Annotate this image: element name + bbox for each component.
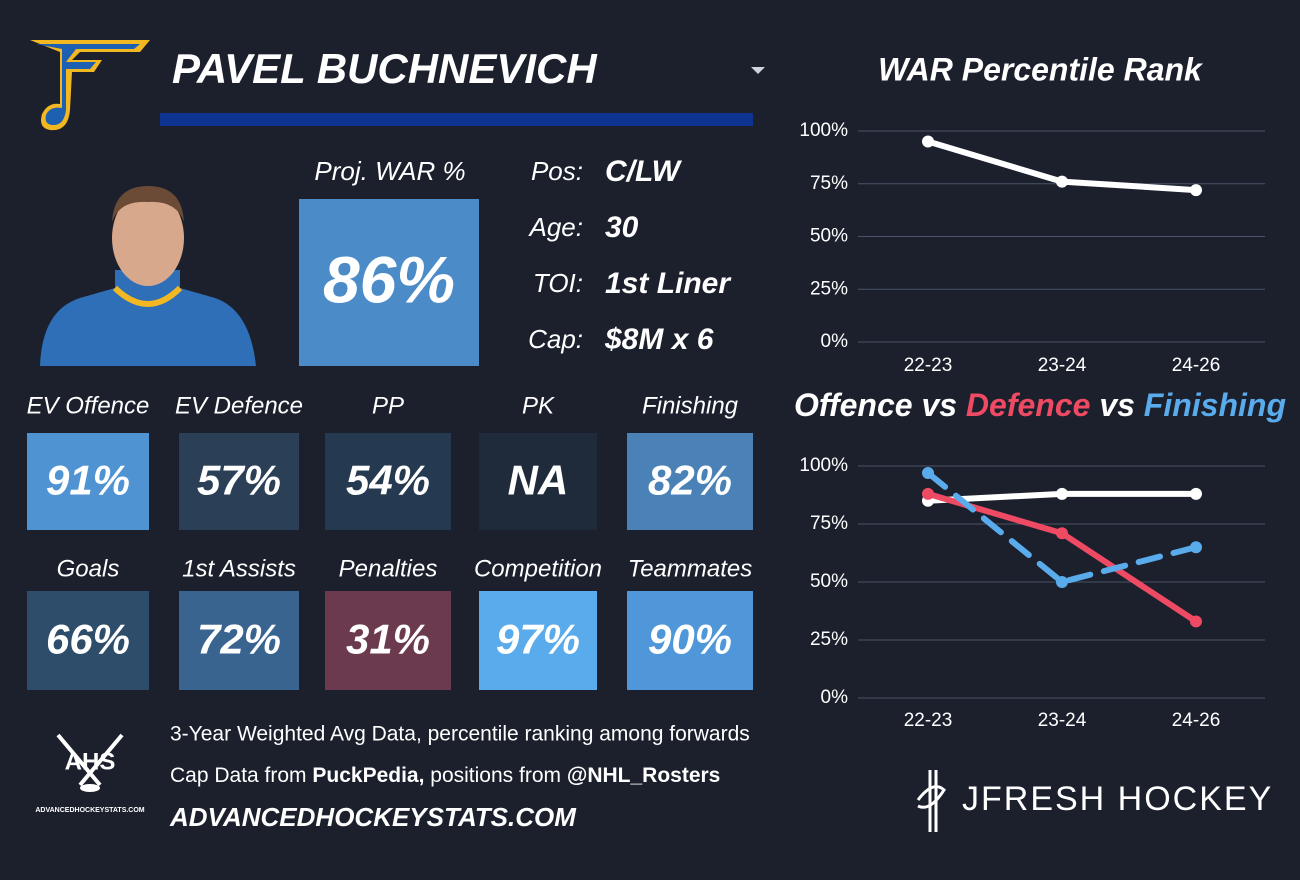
info-label: TOI: xyxy=(533,268,583,298)
data-point xyxy=(922,135,934,148)
tile-label: PK xyxy=(522,392,555,419)
tile-label: 1st Assists xyxy=(182,555,296,582)
footer-site: ADVANCEDHOCKEYSTATS.COM xyxy=(169,802,577,832)
tile-label: Penalties xyxy=(339,555,438,582)
y-tick-label: 75% xyxy=(810,173,848,194)
info-label: Cap: xyxy=(528,324,583,354)
tile-label: Competition xyxy=(474,555,602,582)
data-point xyxy=(1190,615,1202,628)
x-tick-label: 24-26 xyxy=(1172,710,1221,731)
title-space xyxy=(957,387,966,423)
footer-credits: Cap Data from PuckPedia, positions from … xyxy=(170,764,720,787)
tile-box xyxy=(27,591,149,690)
player-name: PAVEL BUCHNEVICH xyxy=(172,45,598,92)
data-point xyxy=(1190,541,1202,554)
tile-value: 57% xyxy=(197,457,281,504)
info-value: C/LW xyxy=(605,155,683,188)
ahs-logo-text: AHS xyxy=(65,748,116,775)
x-tick-label: 22-23 xyxy=(904,355,953,376)
proj-war-value: 86% xyxy=(323,242,455,316)
info-value: $8M x 6 xyxy=(604,323,714,356)
ahs-logo-url: ADVANCEDHOCKEYSTATS.COM xyxy=(35,807,144,814)
x-tick-label: 23-24 xyxy=(1038,710,1087,731)
y-tick-label: 0% xyxy=(821,331,849,352)
tile-box xyxy=(627,433,753,530)
tile-label: Goals xyxy=(57,555,120,582)
x-tick-label: 23-24 xyxy=(1038,355,1087,376)
info-value: 1st Liner xyxy=(605,267,732,300)
data-point xyxy=(1190,184,1202,197)
tile-value: 72% xyxy=(197,616,281,663)
proj-war-box xyxy=(299,199,479,366)
ahs-logo xyxy=(56,733,124,792)
series-line xyxy=(925,469,1199,586)
tile-box xyxy=(325,433,451,530)
data-point xyxy=(922,487,934,500)
footer-note: 3-Year Weighted Avg Data, percentile ran… xyxy=(170,723,750,746)
legend-entry: Defence xyxy=(966,387,1099,423)
legend-entry: Offence xyxy=(794,387,921,423)
legend-entry: Finishing xyxy=(1144,387,1286,423)
chart-title: Offence vs Defence vs Finishing xyxy=(794,387,1286,423)
title-connector: vs xyxy=(921,387,957,423)
y-tick-label: 100% xyxy=(799,455,848,476)
tile-value: 82% xyxy=(648,457,732,504)
tile-label: EV Offence xyxy=(27,392,150,419)
data-point xyxy=(1056,175,1068,188)
data-point xyxy=(1056,527,1068,540)
tile-box xyxy=(479,433,597,530)
title-connector: vs xyxy=(1099,387,1135,423)
x-tick-label: 22-23 xyxy=(904,710,953,731)
chart-title: WAR Percentile Rank xyxy=(878,51,1204,87)
tile-value: 97% xyxy=(496,616,580,663)
tile-label: PP xyxy=(372,392,404,419)
info-label: Pos: xyxy=(531,156,583,186)
credit-source: PuckPedia, xyxy=(312,764,424,787)
jfresh-logo xyxy=(916,770,946,832)
proj-war-label: Proj. WAR % xyxy=(314,156,465,186)
y-tick-label: 75% xyxy=(810,513,848,534)
tile-label: EV Defence xyxy=(175,392,303,419)
tile-value: 66% xyxy=(46,616,130,663)
info-label: Age: xyxy=(528,212,584,242)
tile-value: 31% xyxy=(346,616,430,663)
data-point xyxy=(922,466,934,479)
data-point xyxy=(1190,487,1202,500)
y-tick-label: 0% xyxy=(821,687,849,708)
player-photo xyxy=(40,186,256,366)
y-tick-label: 50% xyxy=(810,571,848,592)
tile-value: NA xyxy=(508,457,569,504)
data-point xyxy=(1056,576,1068,588)
data-point xyxy=(1056,487,1068,500)
tile-label: Teammates xyxy=(628,555,753,582)
y-tick-label: 25% xyxy=(810,629,848,650)
tile-box xyxy=(179,591,299,690)
tile-box xyxy=(325,591,451,690)
brand: JFRESH HOCKEY xyxy=(962,780,1273,818)
team-logo xyxy=(30,40,150,131)
tile-value: 54% xyxy=(346,457,430,504)
tile-value: 90% xyxy=(648,616,732,663)
title-space xyxy=(1135,387,1144,423)
dropdown[interactable] xyxy=(751,67,765,74)
info-value: 30 xyxy=(605,211,639,244)
x-tick-label: 24-26 xyxy=(1172,355,1221,376)
name-underline xyxy=(160,113,753,126)
y-tick-label: 100% xyxy=(799,120,848,141)
credit-source: @NHL_Rosters xyxy=(567,764,721,787)
credit-text: Cap Data from xyxy=(170,764,312,787)
y-tick-label: 50% xyxy=(810,226,848,247)
tile-box xyxy=(479,591,597,690)
credit-text: positions from xyxy=(424,764,566,787)
y-tick-label: 25% xyxy=(810,278,848,299)
tile-value: 91% xyxy=(46,457,130,504)
tile-box xyxy=(627,591,753,690)
tile-box xyxy=(27,433,149,530)
tile-label: Finishing xyxy=(642,392,739,419)
tile-box xyxy=(179,433,299,530)
